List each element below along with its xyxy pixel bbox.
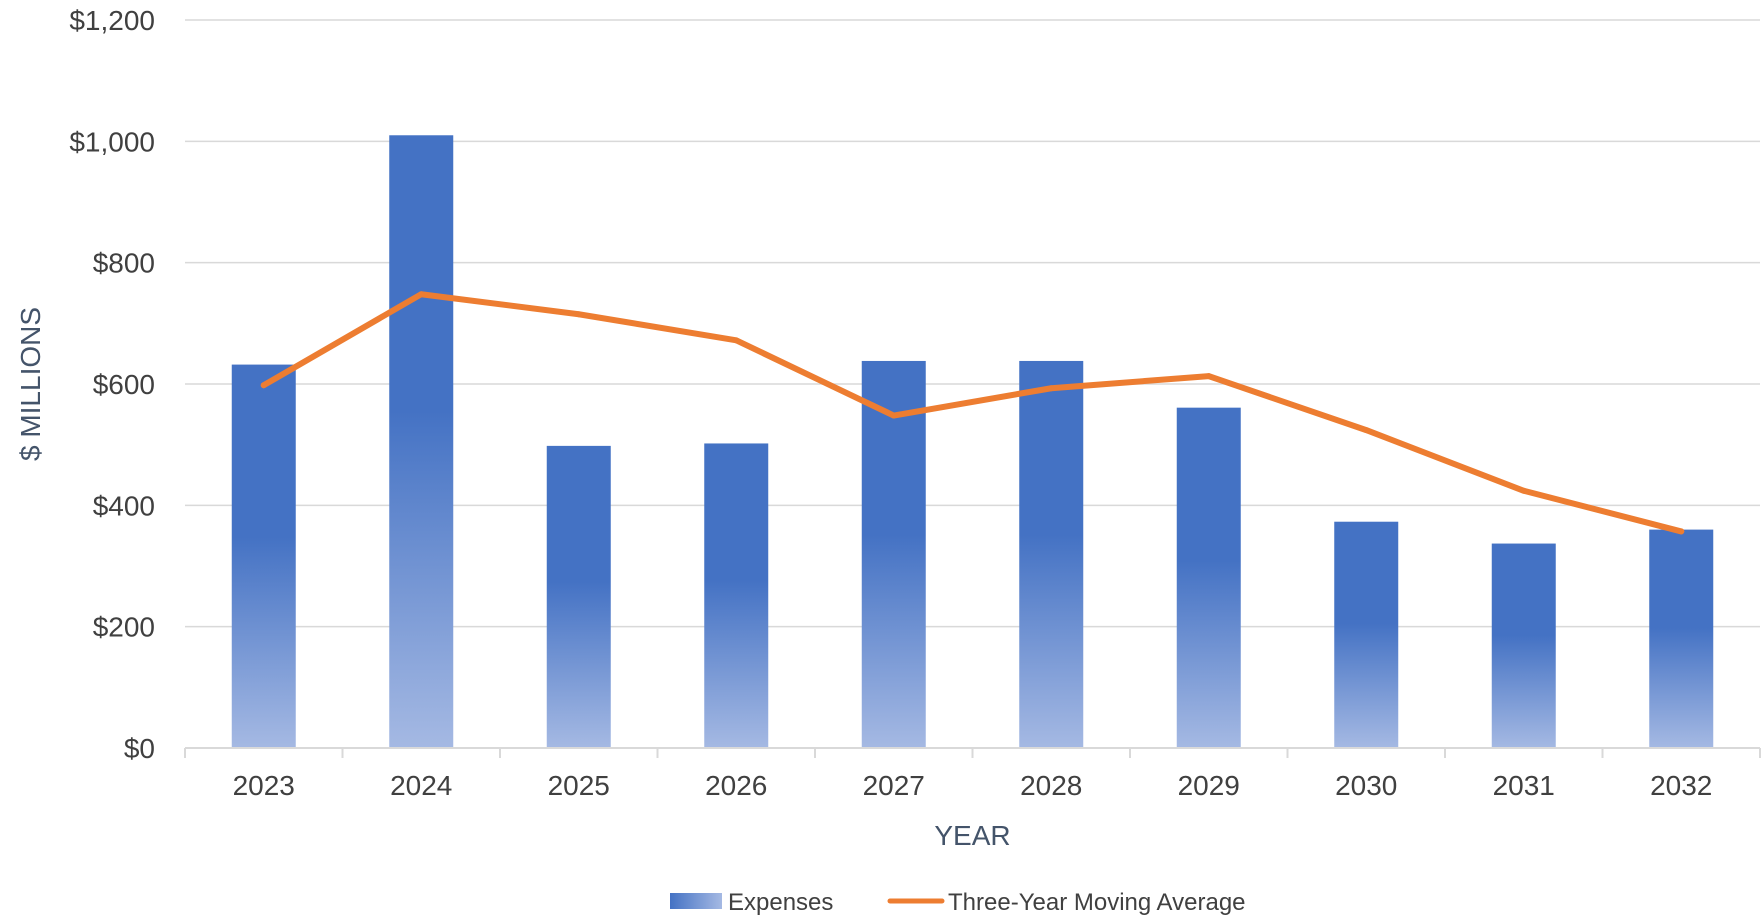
- moving-average-point: [1048, 385, 1055, 392]
- moving-average-point: [733, 337, 740, 344]
- expenses-bar: [1491, 543, 1556, 748]
- x-tick-label: 2029: [1178, 770, 1240, 801]
- moving-average-point: [260, 382, 267, 389]
- x-tick-label: 2027: [863, 770, 925, 801]
- moving-average-point: [890, 412, 897, 419]
- legend-expenses-label: Expenses: [728, 889, 833, 916]
- x-tick-label: 2031: [1493, 770, 1555, 801]
- y-tick-label: $1,200: [69, 5, 155, 36]
- expenses-bar: [1649, 529, 1714, 748]
- moving-average-point: [418, 291, 425, 298]
- expenses-bar: [861, 360, 926, 748]
- y-tick-label: $1,000: [69, 126, 155, 157]
- x-tick-label: 2030: [1335, 770, 1397, 801]
- moving-average-point: [1205, 373, 1212, 380]
- x-tick-label: 2025: [548, 770, 610, 801]
- x-tick-label: 2024: [390, 770, 452, 801]
- expenses-bar: [1019, 360, 1084, 748]
- y-tick-label: $400: [93, 490, 155, 521]
- x-axis: 2023 2024 2025 2026 2027 2028 2029 2030 2031 2032: [184, 747, 1761, 801]
- expenses-bar: [704, 443, 769, 748]
- legend-moving-average-label: Three-Year Moving Average: [948, 889, 1246, 916]
- x-tick-label: 2028: [1020, 770, 1082, 801]
- y-axis: $0 $200 $400 $600 $800 $1,000 $1,200: [69, 5, 155, 764]
- y-tick-label: $200: [93, 612, 155, 643]
- moving-average-point: [1520, 487, 1527, 494]
- expenses-bar: [231, 364, 296, 748]
- x-tick-label: 2023: [233, 770, 295, 801]
- expenses-bar: [546, 445, 611, 748]
- legend-expenses-swatch: [670, 893, 722, 909]
- expenses-bars: [231, 135, 1714, 748]
- legend: Expenses Three-Year Moving Average: [670, 889, 1246, 916]
- moving-average-polyline: [260, 291, 1685, 535]
- moving-average-point: [1678, 528, 1685, 535]
- expenses-bar: [1334, 521, 1399, 748]
- moving-average-point: [575, 311, 582, 318]
- moving-average-line: [260, 291, 1685, 535]
- x-axis-title: YEAR: [934, 820, 1010, 851]
- expenses-bar: [1176, 407, 1241, 748]
- expenses-bar: [389, 135, 454, 748]
- y-tick-label: $600: [93, 369, 155, 400]
- moving-average-point: [1363, 427, 1370, 434]
- x-tick-label: 2026: [705, 770, 767, 801]
- y-axis-title: $ MILLIONS: [15, 307, 46, 461]
- x-tick-label: 2032: [1650, 770, 1712, 801]
- y-tick-label: $800: [93, 248, 155, 279]
- y-tick-label: $0: [124, 733, 155, 764]
